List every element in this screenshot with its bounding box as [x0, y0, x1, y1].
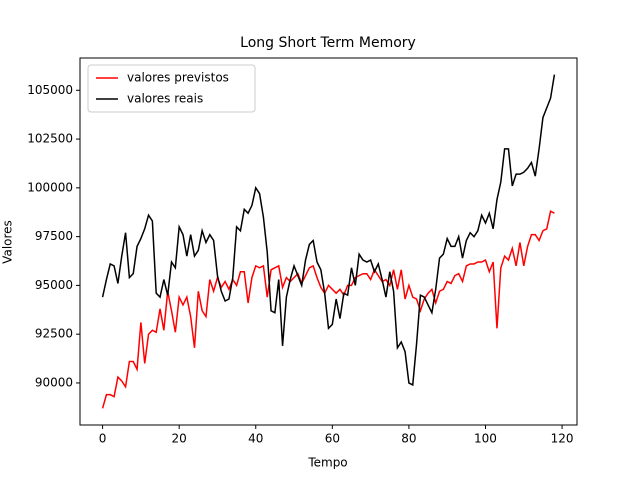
legend-box — [87, 64, 256, 113]
data-line — [101, 74, 556, 387]
y-tick-label: 92500 — [35, 327, 73, 341]
y-tick-label: 97500 — [35, 229, 73, 243]
legend-label: valores previstos — [127, 71, 229, 85]
data-line — [101, 210, 555, 409]
x-axis-label: Tempo — [307, 456, 347, 470]
x-tick-label: 0 — [99, 432, 107, 446]
legend-label: valores reais — [127, 92, 203, 106]
x-tick-label: 60 — [325, 432, 340, 446]
x-tick-label: 120 — [551, 432, 574, 446]
plot-frame — [79, 57, 578, 426]
y-axis-label: Valores — [1, 220, 15, 264]
y-tick-label: 90000 — [35, 375, 73, 389]
y-tick-label: 102500 — [27, 132, 73, 146]
x-tick-label: 20 — [172, 432, 187, 446]
x-tick-label: 40 — [248, 432, 263, 446]
x-tick-label: 80 — [401, 432, 416, 446]
y-tick-label: 100000 — [27, 180, 73, 194]
y-tick-label: 105000 — [27, 83, 73, 97]
chart-title: Long Short Term Memory — [240, 35, 416, 51]
y-tick-label: 95000 — [35, 278, 73, 292]
x-tick-label: 100 — [474, 432, 497, 446]
